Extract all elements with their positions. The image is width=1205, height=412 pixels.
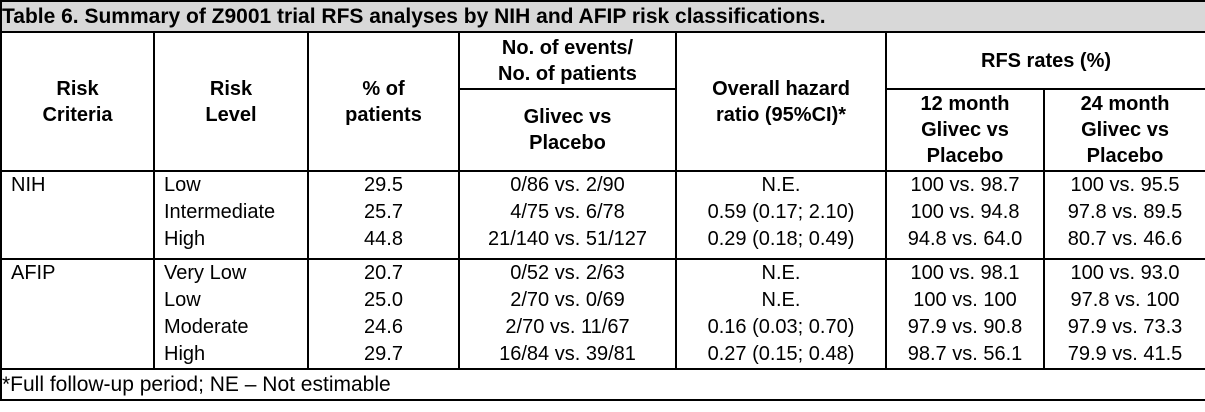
risk-level-value: Very Low <box>164 262 247 284</box>
table-row-afip: AFIP Very Low Low Moderate High 20.7 25.… <box>0 258 1205 370</box>
rfs-24-value: 100 vs. 95.5 <box>1070 174 1180 196</box>
header-line: Criteria <box>42 103 113 126</box>
rfs-12-cell: 100 vs. 98.7 100 vs. 94.8 94.8 vs. 64.0 <box>885 170 1045 260</box>
header-line: No. of events/ <box>501 36 634 59</box>
footnote: *Full follow-up period; NE – Not estimab… <box>0 368 1205 401</box>
rfs-12-cell: 100 vs. 98.1 100 vs. 100 97.9 vs. 90.8 9… <box>885 258 1045 370</box>
header-row-sub: Glivec vs Placebo 12 month Glivec vs Pla… <box>1 88 1205 172</box>
rfs-12-value: 100 vs. 100 <box>913 289 1017 311</box>
header-line: patients <box>345 103 422 126</box>
rfs-24-value: 97.8 vs. 89.5 <box>1067 201 1183 223</box>
rfs-12-value: 94.8 vs. 64.0 <box>907 228 1023 250</box>
header-pct-patients: % of patients <box>307 31 460 172</box>
header-line: Risk <box>209 77 253 100</box>
rfs-24-value: 80.7 vs. 46.6 <box>1067 228 1183 250</box>
events-value: 0/52 vs. 2/63 <box>510 262 625 284</box>
pct-patients-cell: 20.7 25.0 24.6 29.7 <box>307 258 460 370</box>
header-line: ratio (95%CI)* <box>715 103 847 126</box>
header-line: % of <box>362 77 405 100</box>
rfs-24-cell: 100 vs. 95.5 97.8 vs. 89.5 80.7 vs. 46.6 <box>1042 170 1205 260</box>
header-glivec-vs-placebo: Glivec vs Placebo <box>458 88 677 172</box>
pct-value: 29.7 <box>364 343 403 365</box>
hazard-ratio-value: 0.59 (0.17; 2.10) <box>707 201 855 223</box>
header-line: Glivec vs <box>1081 119 1169 141</box>
rfs-12-value: 98.7 vs. 56.1 <box>907 343 1023 365</box>
rfs-12-value: 100 vs. 94.8 <box>910 201 1020 223</box>
events-value: 2/70 vs. 11/67 <box>505 316 630 338</box>
risk-level-value: Intermediate <box>164 201 276 223</box>
header-risk-criteria: Risk Criteria <box>0 31 155 172</box>
risk-level-cell: Low Intermediate High <box>153 170 309 260</box>
risk-level-value: Low <box>164 174 201 196</box>
pct-patients-cell: 29.5 25.7 44.8 <box>307 170 460 260</box>
header-row-top: Risk Criteria Risk Level % of patients N… <box>0 31 1205 172</box>
pct-value: 25.0 <box>364 289 403 311</box>
header-events-patients: No. of events/ No. of patients <box>458 31 677 90</box>
header-line: Overall hazard <box>712 77 850 100</box>
rfs-12-value: 100 vs. 98.1 <box>910 262 1020 284</box>
header-line: 12 month <box>920 93 1010 115</box>
hazard-ratio-value: N.E. <box>761 174 801 196</box>
hazard-ratio-value: 0.16 (0.03; 0.70) <box>707 316 855 338</box>
header-line: Placebo <box>1086 145 1164 167</box>
hazard-ratio-cell: N.E. 0.59 (0.17; 2.10) 0.29 (0.18; 0.49) <box>675 170 887 260</box>
header-line: Level <box>205 103 257 126</box>
header-line: Risk <box>56 77 99 100</box>
risk-level-value: Low <box>164 289 201 311</box>
events-value: 16/84 vs. 39/81 <box>499 343 636 365</box>
pct-value: 29.5 <box>364 174 403 196</box>
hazard-ratio-cell: N.E. N.E. 0.16 (0.03; 0.70) 0.27 (0.15; … <box>675 258 887 370</box>
header-line: Glivec vs <box>921 119 1009 141</box>
events-value: 0/86 vs. 2/90 <box>510 174 625 196</box>
risk-criteria-value: NIH <box>11 174 46 196</box>
pct-value: 20.7 <box>364 262 403 284</box>
pct-value: 25.7 <box>364 201 403 223</box>
events-cell: 0/52 vs. 2/63 2/70 vs. 0/69 2/70 vs. 11/… <box>458 258 677 370</box>
events-value: 21/140 vs. 51/127 <box>487 228 647 250</box>
header-rfs-rates: RFS rates (%) <box>884 31 1205 90</box>
rfs-24-value: 97.9 vs. 73.3 <box>1067 316 1183 338</box>
hazard-ratio-value: N.E. <box>761 289 801 311</box>
risk-criteria-cell: AFIP <box>0 258 155 370</box>
table-title: Table 6. Summary of Z9001 trial RFS anal… <box>0 0 1205 33</box>
rfs-24-value: 97.8 vs. 100 <box>1070 289 1180 311</box>
events-value: 2/70 vs. 0/69 <box>510 289 625 311</box>
risk-level-value: Moderate <box>164 316 249 338</box>
rfs-summary-table: Table 6. Summary of Z9001 trial RFS anal… <box>0 0 1205 401</box>
table-row-nih: NIH Low Intermediate High 29.5 25.7 44.8… <box>0 170 1205 260</box>
header-hazard-ratio: Overall hazard ratio (95%CI)* <box>675 31 887 172</box>
rfs-12-value: 97.9 vs. 90.8 <box>907 316 1023 338</box>
risk-level-value: High <box>164 228 206 250</box>
pct-value: 44.8 <box>364 228 403 250</box>
header-line: No. of patients <box>498 62 637 85</box>
rfs-24-cell: 100 vs. 93.0 97.8 vs. 100 97.9 vs. 73.3 … <box>1042 258 1205 370</box>
header-rfs-12-month: 12 month Glivec vs Placebo <box>885 88 1045 172</box>
pct-value: 24.6 <box>364 316 403 338</box>
events-value: 4/75 vs. 6/78 <box>510 201 625 223</box>
header-risk-level: Risk Level <box>153 31 309 172</box>
events-cell: 0/86 vs. 2/90 4/75 vs. 6/78 21/140 vs. 5… <box>458 170 677 260</box>
header-line: 24 month <box>1080 93 1170 115</box>
risk-criteria-value: AFIP <box>11 262 56 284</box>
hazard-ratio-value: 0.27 (0.15; 0.48) <box>707 343 855 365</box>
header-line: Placebo <box>926 145 1004 167</box>
rfs-24-value: 100 vs. 93.0 <box>1070 262 1180 284</box>
risk-level-cell: Very Low Low Moderate High <box>153 258 309 370</box>
title-row: Table 6. Summary of Z9001 trial RFS anal… <box>0 0 1205 33</box>
rfs-24-value: 79.9 vs. 41.5 <box>1067 343 1183 365</box>
header-rfs-24-month: 24 month Glivec vs Placebo <box>1042 88 1205 172</box>
hazard-ratio-value: 0.29 (0.18; 0.49) <box>707 228 855 250</box>
risk-level-value: High <box>164 343 206 365</box>
rfs-12-value: 100 vs. 98.7 <box>910 174 1020 196</box>
header-line: Glivec vs <box>523 106 612 128</box>
footnote-row: *Full follow-up period; NE – Not estimab… <box>0 368 1205 401</box>
hazard-ratio-value: N.E. <box>761 262 801 284</box>
header-line: Placebo <box>529 132 606 154</box>
header-line: RFS rates (%) <box>981 49 1112 72</box>
risk-criteria-cell: NIH <box>0 170 155 260</box>
